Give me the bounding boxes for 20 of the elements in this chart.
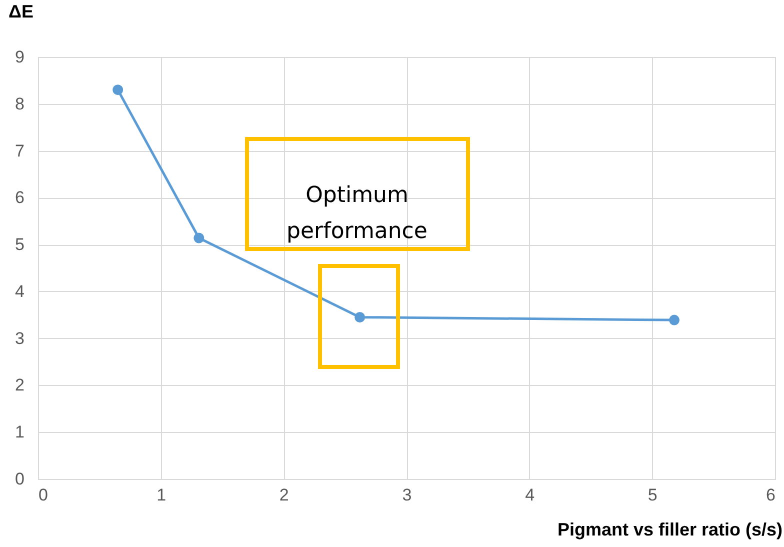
- y-axis-title: ΔE: [8, 2, 34, 22]
- x-tick-label: 1: [156, 486, 166, 504]
- x-axis-title: Pigmant vs filler ratio (s/s): [557, 520, 783, 540]
- x-tick-label: 4: [525, 486, 535, 504]
- y-tick-label: 4: [15, 282, 24, 301]
- y-tick-label: 0: [15, 470, 24, 488]
- y-tick-label: 7: [15, 141, 24, 160]
- y-tick-label: 1: [15, 422, 24, 442]
- x-tick-label: 0: [38, 486, 48, 504]
- y-tick-label: 9: [15, 48, 24, 66]
- x-tick-label: 2: [279, 486, 289, 504]
- x-tick-label: 6: [766, 486, 776, 504]
- annotation: Optimum performance: [286, 183, 428, 244]
- y-tick-label: 8: [15, 94, 24, 114]
- y-tick-label: 6: [15, 188, 24, 208]
- x-tick-label: 3: [402, 486, 412, 504]
- x-tick-label: 5: [648, 486, 658, 504]
- y-tick-label: 5: [15, 235, 24, 254]
- y-tick-label: 3: [15, 328, 24, 348]
- y-tick-label: 2: [15, 376, 24, 395]
